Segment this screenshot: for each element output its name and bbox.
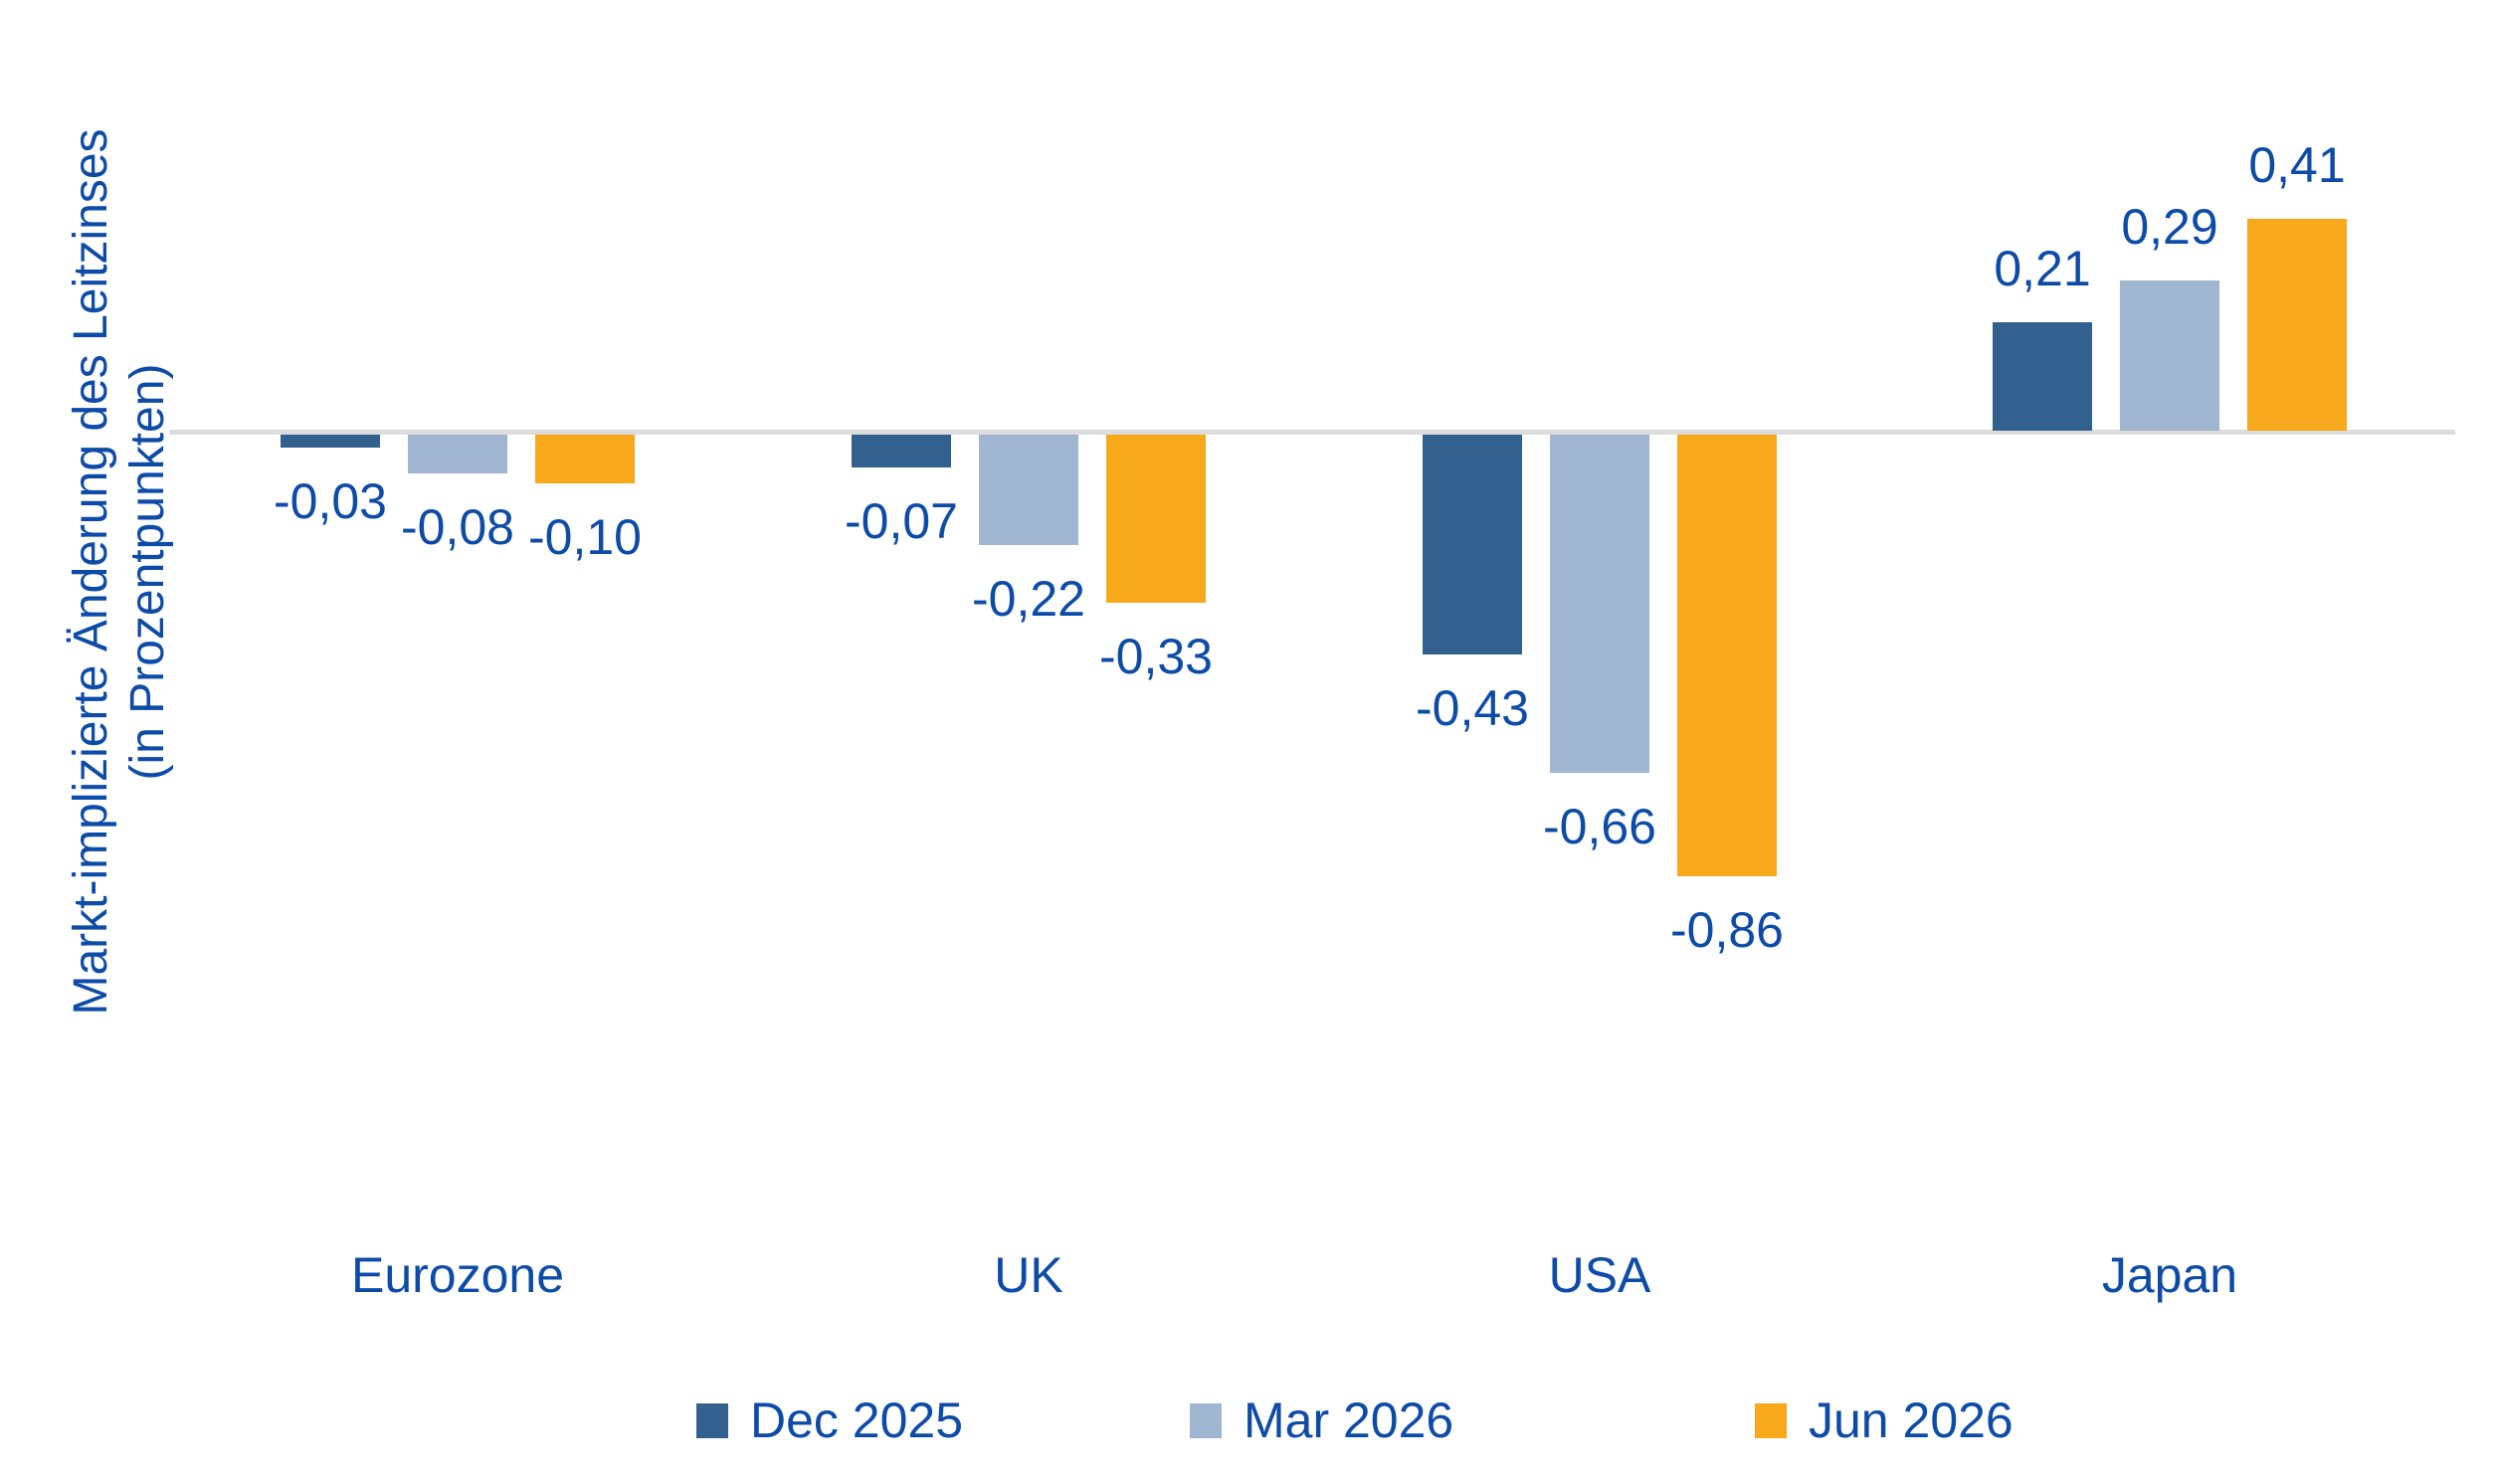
y-axis-title-line2: (in Prozentpunkten): [121, 363, 174, 781]
value-label-eurozone-jun-2026: -0,10: [528, 509, 642, 565]
value-label-eurozone-mar-2026: -0,08: [401, 499, 514, 555]
value-label-eurozone-dec-2025: -0,03: [274, 473, 387, 529]
value-label-uk-jun-2026: -0,33: [1099, 629, 1213, 684]
value-label-japan-mar-2026: 0,29: [2121, 199, 2218, 255]
legend-item-mar-2026: Mar 2026: [1190, 1391, 1453, 1450]
category-label-uk: UK: [994, 1247, 1063, 1303]
legend-label-mar-2026: Mar 2026: [1244, 1392, 1454, 1448]
bar-japan-mar-2026: [2120, 280, 2219, 431]
bar-usa-dec-2025: [1423, 435, 1522, 654]
category-label-eurozone: Eurozone: [350, 1247, 565, 1303]
bar-uk-jun-2026: [1106, 435, 1206, 603]
legend-item-dec-2025: Dec 2025: [696, 1391, 963, 1450]
bar-usa-jun-2026: [1677, 435, 1777, 876]
value-label-uk-mar-2026: -0,22: [972, 571, 1085, 627]
bar-eurozone-jun-2026: [535, 435, 635, 483]
category-label-usa: USA: [1548, 1247, 1651, 1303]
bar-japan-jun-2026: [2247, 219, 2347, 431]
value-label-uk-dec-2025: -0,07: [845, 493, 958, 549]
bar-japan-dec-2025: [1993, 322, 2092, 431]
value-label-japan-dec-2025: 0,21: [1994, 241, 2091, 296]
legend-swatch-jun-2026: [1755, 1402, 1787, 1438]
legend-swatch-mar-2026: [1190, 1402, 1222, 1438]
y-axis-title-line1: Markt-implizierte Änderung des Leitzinse…: [65, 128, 117, 1016]
legend-label-jun-2026: Jun 2026: [1809, 1392, 2014, 1448]
bar-eurozone-mar-2026: [408, 435, 507, 473]
legend-label-dec-2025: Dec 2025: [750, 1392, 964, 1448]
zero-axis-line: [169, 430, 2455, 435]
value-label-usa-mar-2026: -0,66: [1543, 799, 1656, 854]
legend-item-jun-2026: Jun 2026: [1755, 1391, 2014, 1450]
value-label-usa-jun-2026: -0,86: [1670, 902, 1784, 958]
bar-uk-mar-2026: [979, 435, 1078, 545]
bar-uk-dec-2025: [852, 435, 951, 467]
bar-eurozone-dec-2025: [281, 435, 380, 448]
category-label-japan: Japan: [2101, 1247, 2238, 1303]
value-label-usa-dec-2025: -0,43: [1416, 680, 1529, 736]
bar-usa-mar-2026: [1550, 435, 1649, 773]
legend-swatch-dec-2025: [696, 1402, 728, 1438]
value-label-japan-jun-2026: 0,41: [2248, 137, 2346, 193]
